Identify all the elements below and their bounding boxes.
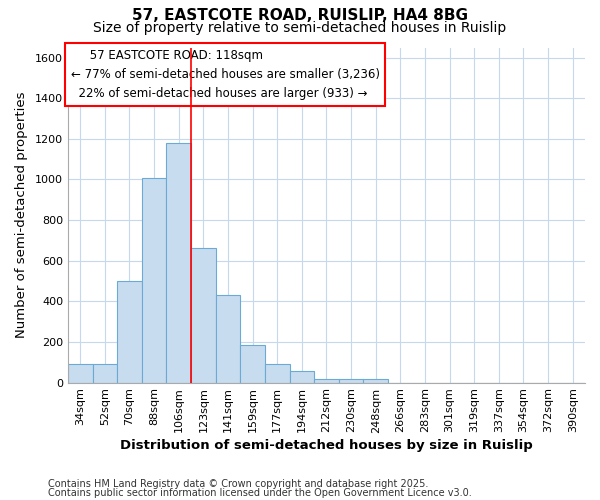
Bar <box>314 378 339 382</box>
Text: 57, EASTCOTE ROAD, RUISLIP, HA4 8BG: 57, EASTCOTE ROAD, RUISLIP, HA4 8BG <box>132 8 468 22</box>
Text: Size of property relative to semi-detached houses in Ruislip: Size of property relative to semi-detach… <box>94 21 506 35</box>
Bar <box>290 372 314 382</box>
Bar <box>240 345 265 383</box>
Bar <box>265 364 290 382</box>
Bar <box>117 281 142 382</box>
Bar <box>339 378 364 382</box>
Text: Contains HM Land Registry data © Crown copyright and database right 2025.: Contains HM Land Registry data © Crown c… <box>48 479 428 489</box>
Bar <box>166 143 191 382</box>
Bar <box>191 248 215 382</box>
Text: Contains public sector information licensed under the Open Government Licence v3: Contains public sector information licen… <box>48 488 472 498</box>
Bar <box>215 295 240 382</box>
Y-axis label: Number of semi-detached properties: Number of semi-detached properties <box>15 92 28 338</box>
Bar <box>142 178 166 382</box>
Bar <box>68 364 92 382</box>
Bar <box>92 364 117 382</box>
Text: 57 EASTCOTE ROAD: 118sqm
← 77% of semi-detached houses are smaller (3,236)
  22%: 57 EASTCOTE ROAD: 118sqm ← 77% of semi-d… <box>71 49 380 100</box>
X-axis label: Distribution of semi-detached houses by size in Ruislip: Distribution of semi-detached houses by … <box>120 440 533 452</box>
Bar <box>364 378 388 382</box>
